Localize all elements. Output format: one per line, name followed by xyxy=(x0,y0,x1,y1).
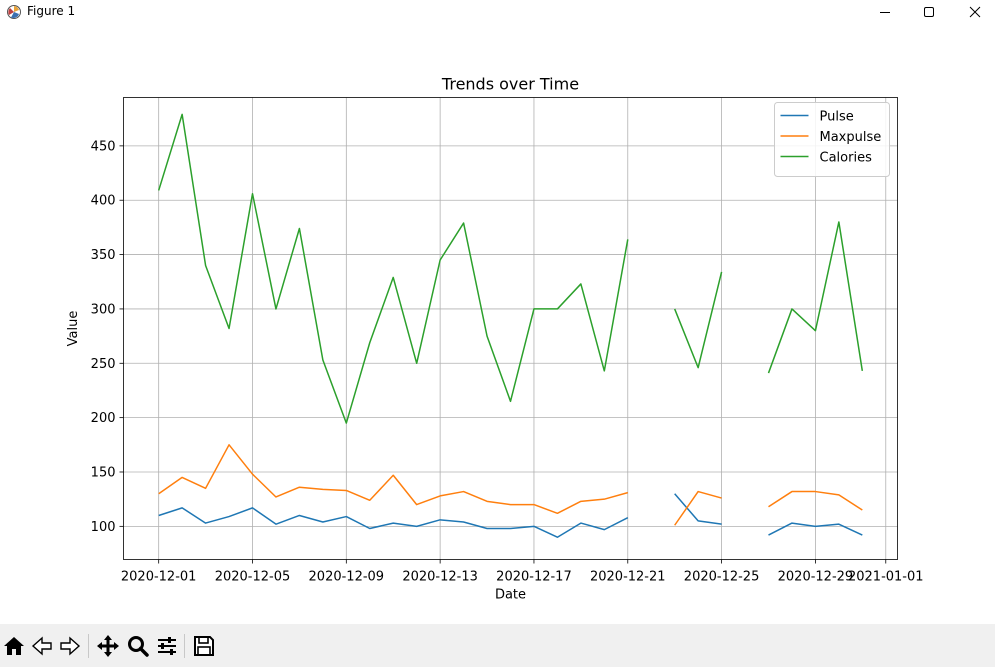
series-line-pulse xyxy=(158,507,629,538)
x-tick-label: 2020-12-09 xyxy=(309,570,385,585)
back-button[interactable] xyxy=(28,632,56,660)
maximize-icon xyxy=(924,7,934,17)
forward-button[interactable] xyxy=(56,632,84,660)
home-button[interactable] xyxy=(0,632,28,660)
legend-label-calories: Calories xyxy=(820,151,873,166)
series-line-maxpulse xyxy=(158,444,628,515)
configure-icon xyxy=(158,637,176,655)
window-titlebar: Figure 1 xyxy=(0,0,995,24)
series-line-calories xyxy=(767,221,864,374)
save-icon xyxy=(194,636,214,656)
x-tick-label: 2020-12-01 xyxy=(121,570,197,585)
close-button[interactable] xyxy=(952,0,995,24)
toolbar-separator xyxy=(88,634,89,658)
window-title: Figure 1 xyxy=(27,4,76,18)
series-line-maxpulse xyxy=(768,490,863,511)
legend-label-maxpulse: Maxpulse xyxy=(820,130,882,145)
pan-icon xyxy=(97,635,119,657)
toolbar-separator xyxy=(184,634,185,658)
x-tick-label: 2020-12-17 xyxy=(496,570,572,585)
x-tick-label: 2021-01-01 xyxy=(848,570,924,585)
x-tick-label: 2020-12-13 xyxy=(402,570,478,585)
y-tick-label: 200 xyxy=(91,411,116,426)
minimize-icon xyxy=(880,12,890,13)
plot-frame xyxy=(123,97,898,560)
figure-canvas: 2020-12-01 2020-12-05 2020-12-09 2020-12-13… xyxy=(0,24,995,624)
x-tick-label: 2020-12-21 xyxy=(590,570,666,585)
legend-box xyxy=(774,102,890,177)
y-tick-label: 250 xyxy=(91,357,116,372)
zoom-icon xyxy=(128,636,149,657)
home-icon xyxy=(4,637,24,655)
y-tick-label: 400 xyxy=(91,194,116,209)
x-tick-label: 2020-12-05 xyxy=(215,570,291,585)
navigation-toolbar xyxy=(0,624,995,667)
y-tick-label: 150 xyxy=(91,465,116,480)
series-line-pulse xyxy=(768,522,863,536)
forward-icon xyxy=(60,636,81,656)
zoom-button[interactable] xyxy=(124,632,152,660)
x-tick-label: 2020-12-29 xyxy=(778,570,854,585)
x-axis-label: Date xyxy=(495,588,526,603)
series-line-calories xyxy=(673,271,723,369)
pan-button[interactable] xyxy=(94,632,122,660)
y-tick-label: 350 xyxy=(91,248,116,263)
y-tick-label: 100 xyxy=(91,520,116,535)
chart-title: Trends over Time xyxy=(441,75,579,94)
series-line-pulse xyxy=(674,493,722,525)
legend-label-pulse: Pulse xyxy=(820,110,854,125)
series-line-maxpulse xyxy=(674,490,722,526)
maximize-button[interactable] xyxy=(906,0,952,24)
y-axis-label: Value xyxy=(66,311,81,347)
minimize-button[interactable] xyxy=(862,0,908,24)
back-icon xyxy=(31,636,52,656)
save-button[interactable] xyxy=(190,632,218,660)
line-chart: 2020-12-01 2020-12-05 2020-12-09 2020-12-13… xyxy=(66,75,924,603)
series-line-calories xyxy=(157,113,629,424)
y-tick-label: 300 xyxy=(91,302,116,317)
configure-subplots-button[interactable] xyxy=(153,632,181,660)
matplotlib-app-icon xyxy=(7,5,21,19)
x-tick-label: 2020-12-25 xyxy=(684,570,760,585)
y-tick-label: 450 xyxy=(91,139,116,154)
close-icon xyxy=(969,6,981,18)
